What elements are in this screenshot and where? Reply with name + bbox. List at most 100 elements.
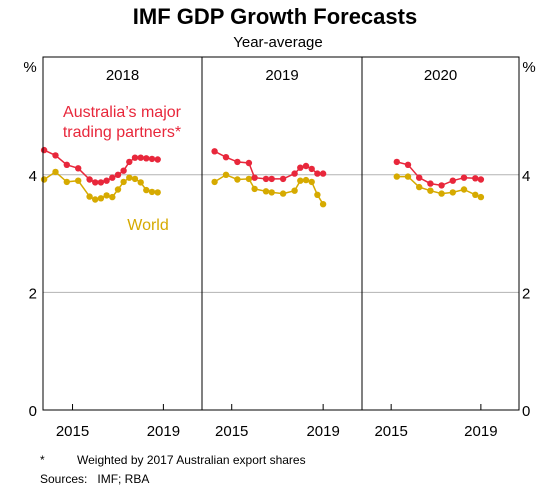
series-layer <box>40 146 485 208</box>
y-tick-left-0: 0 <box>29 403 37 420</box>
y-tick-left-2: 2 <box>29 285 37 302</box>
data-point-partners-2019-12 <box>314 170 321 177</box>
world-annotation: World <box>127 217 169 234</box>
y-axis-unit-right: % <box>522 59 535 76</box>
data-point-world-2018-14 <box>143 186 150 194</box>
data-point-world-2020-7 <box>472 191 479 198</box>
data-point-world-2020-2 <box>416 183 423 191</box>
data-point-partners-2018-3 <box>75 165 82 172</box>
data-point-world-2020-1 <box>404 173 412 180</box>
x-tick-label-0-2015: 2015 <box>56 423 89 440</box>
data-point-partners-2019-13 <box>319 170 327 177</box>
data-point-partners-2020-0 <box>393 158 400 166</box>
data-point-world-2019-12 <box>314 191 321 198</box>
y-tick-left-4: 4 <box>29 168 37 185</box>
plot-border <box>42 56 520 411</box>
data-point-partners-2018-2 <box>63 161 70 168</box>
data-point-partners-2019-1 <box>222 154 230 161</box>
panel-labels: 2018 2019 2020 <box>106 67 457 84</box>
y-tick-right-0: 0 <box>522 403 530 420</box>
data-point-partners-2018-12 <box>131 154 139 161</box>
data-point-world-2020-8 <box>477 193 485 201</box>
data-point-partners-2018-13 <box>137 154 144 161</box>
data-point-partners-2020-1 <box>404 161 412 168</box>
panel-label-2018: 2018 <box>106 67 139 84</box>
x-tick-label-2-2019: 2019 <box>464 423 497 440</box>
y-tick-labels: 0 0 2 2 4 4 <box>29 168 531 420</box>
footnote-weighting: Weighted by 2017 Australian export share… <box>77 453 306 467</box>
data-point-partners-2018-10 <box>120 167 127 174</box>
data-point-partners-2020-5 <box>449 177 456 184</box>
data-point-partners-2019-8 <box>291 170 298 177</box>
data-point-world-2018-15 <box>148 188 156 196</box>
chart-subtitle: Year-average <box>233 34 323 51</box>
data-point-partners-2020-6 <box>460 174 468 181</box>
data-point-partners-2020-8 <box>477 176 485 183</box>
data-point-partners-2018-0 <box>40 146 48 154</box>
data-point-partners-2018-8 <box>109 174 116 181</box>
data-point-partners-2018-15 <box>148 155 156 163</box>
data-point-world-2019-5 <box>262 188 270 195</box>
x-tick-label-0-2019: 2019 <box>147 423 180 440</box>
y-axis-unit-left: % <box>23 59 36 76</box>
data-point-partners-2020-4 <box>438 182 445 189</box>
data-point-partners-2019-11 <box>308 165 315 173</box>
data-point-world-2018-5 <box>92 196 99 203</box>
data-point-world-2019-6 <box>268 189 275 196</box>
data-point-partners-2019-7 <box>279 175 287 183</box>
data-point-partners-2018-9 <box>114 171 122 178</box>
data-point-partners-2018-16 <box>154 156 161 163</box>
data-point-partners-2018-14 <box>143 155 150 162</box>
data-point-partners-2018-11 <box>126 158 133 166</box>
data-point-world-2018-8 <box>109 193 116 201</box>
data-point-world-2019-13 <box>319 201 327 208</box>
data-point-world-2019-11 <box>308 178 315 186</box>
x-tick-label-1-2015: 2015 <box>215 423 248 440</box>
data-point-partners-2018-4 <box>86 176 93 183</box>
data-point-world-2020-5 <box>449 189 456 196</box>
data-point-world-2018-9 <box>114 186 122 193</box>
data-point-world-2018-2 <box>63 178 70 186</box>
y-tick-right-4: 4 <box>522 168 530 185</box>
data-point-world-2020-6 <box>460 186 468 193</box>
panel-label-2019: 2019 <box>265 67 298 84</box>
data-point-world-2018-11 <box>126 174 133 181</box>
data-point-partners-2018-7 <box>103 177 110 184</box>
data-point-partners-2019-6 <box>268 175 275 183</box>
data-point-world-2018-1 <box>52 168 59 176</box>
data-point-world-2019-1 <box>222 171 230 178</box>
chart-title: IMF GDP Growth Forecasts <box>133 4 417 29</box>
data-point-world-2019-10 <box>302 176 310 184</box>
data-point-world-2020-0 <box>393 173 400 180</box>
data-point-world-2018-16 <box>154 189 161 196</box>
data-point-world-2018-3 <box>75 177 82 184</box>
x-tick-label-1-2019: 2019 <box>306 423 339 440</box>
data-point-world-2018-0 <box>40 176 48 183</box>
x-tick-label-2-2015: 2015 <box>374 423 407 440</box>
footnote-marker: * <box>40 453 45 467</box>
data-point-partners-2019-10 <box>302 162 310 170</box>
data-point-partners-2019-4 <box>251 174 258 181</box>
data-point-world-2019-3 <box>245 175 253 183</box>
data-point-partners-2018-1 <box>52 152 59 159</box>
gridlines <box>43 174 519 293</box>
data-point-world-2019-0 <box>211 178 218 186</box>
partners-annotation-line2: trading partners* <box>63 124 181 141</box>
data-point-world-2018-6 <box>97 195 105 202</box>
data-point-world-2019-7 <box>279 190 287 197</box>
partners-annotation-line1: Australia’s major <box>63 104 182 121</box>
data-point-partners-2020-7 <box>472 175 479 182</box>
y-tick-right-2: 2 <box>522 285 530 302</box>
data-point-world-2020-4 <box>438 190 445 197</box>
data-point-world-2020-3 <box>427 187 434 194</box>
data-point-world-2019-4 <box>251 185 258 193</box>
x-tick-labels: 2015 2019 2015 2019 2015 2019 <box>56 423 498 440</box>
data-point-world-2018-7 <box>103 192 110 199</box>
data-point-world-2018-13 <box>137 179 144 186</box>
data-point-partners-2019-3 <box>245 159 253 167</box>
panel-label-2020: 2020 <box>424 67 457 84</box>
data-point-partners-2019-2 <box>234 158 241 166</box>
data-point-partners-2019-0 <box>211 148 218 155</box>
data-point-world-2018-10 <box>120 178 127 186</box>
